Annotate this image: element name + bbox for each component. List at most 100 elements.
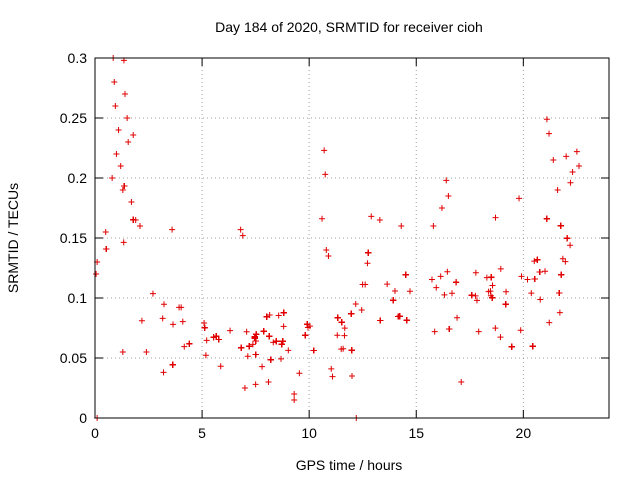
grid-layer [95,58,609,418]
data-point [325,253,332,259]
x-tick-label: 10 [301,425,317,441]
data-point [554,187,561,193]
data-point [562,258,569,265]
data-point [160,369,167,376]
data-point [497,265,504,272]
data-point [296,370,303,377]
data-point [503,288,510,295]
data-point [278,341,285,348]
data-point [573,148,580,155]
data-point [365,249,372,256]
data-point [253,331,260,338]
data-point [446,325,453,332]
x-axis-label: GPS time / hours [296,457,403,473]
data-point [567,179,574,186]
x-tick-label: 15 [408,425,424,441]
data-point [563,153,570,160]
data-point [368,213,375,220]
data-point [402,271,409,278]
data-point [441,291,448,298]
data-point [472,269,479,276]
data-point [124,115,131,121]
data-point [244,353,251,360]
data-point [273,338,280,345]
data-point [304,321,311,328]
data-point [430,223,437,229]
data-point [334,314,341,321]
data-point [534,256,541,263]
data-point [348,310,355,317]
data-point [518,273,525,280]
data-point [492,325,499,332]
data-point [364,260,371,267]
data-point [310,347,317,354]
x-tick-label: 5 [198,425,206,441]
data-points [93,55,583,421]
data-point [120,239,127,246]
data-point [449,290,456,297]
data-point [121,91,128,97]
data-point [186,340,193,347]
data-point [321,147,328,154]
data-point [334,332,341,339]
data-point [265,379,272,385]
data-point [497,334,504,341]
data-point [202,352,209,359]
data-point [403,317,410,324]
data-point [213,333,220,340]
data-point [252,351,259,358]
data-point [291,397,298,403]
data-point [103,245,110,252]
data-point [109,175,116,181]
data-point [391,287,398,294]
data-point [279,338,286,345]
data-point [169,361,176,368]
data-point [358,307,365,314]
data-point [338,319,345,326]
data-point [201,324,208,331]
data-point [445,193,452,199]
data-point [93,271,100,277]
data-point [341,325,348,332]
data-point [384,281,391,288]
data-point [113,151,120,157]
data-point [237,226,244,233]
data-point [246,343,253,350]
data-point [376,217,383,223]
data-point [406,288,413,295]
x-tick-label: 0 [91,425,99,441]
data-point [125,139,132,145]
data-point [431,328,438,335]
data-point [377,317,384,324]
data-point [458,379,465,385]
data-point [252,381,259,388]
data-point [170,321,177,328]
data-point [251,335,258,342]
data-point [302,332,309,339]
y-tick-label: 0.15 [60,230,87,246]
data-point [210,334,217,341]
data-point [567,242,574,249]
data-point [557,222,564,229]
data-point [502,301,509,308]
data-point [304,324,311,331]
data-point [322,171,329,178]
data-point [319,215,326,222]
data-point [340,345,347,352]
data-point [352,301,359,308]
data-point [112,103,119,109]
data-point [492,214,499,221]
data-point [508,343,515,350]
data-point [278,355,285,362]
data-point [489,294,496,301]
data-point [536,268,543,275]
data-point [454,314,461,321]
data-point [263,313,270,320]
data-point [437,273,444,280]
data-point [252,338,259,345]
x-tick-label: 20 [516,425,532,441]
data-point [328,365,335,372]
data-point [362,281,369,288]
data-point [537,296,544,303]
data-point [266,333,273,340]
